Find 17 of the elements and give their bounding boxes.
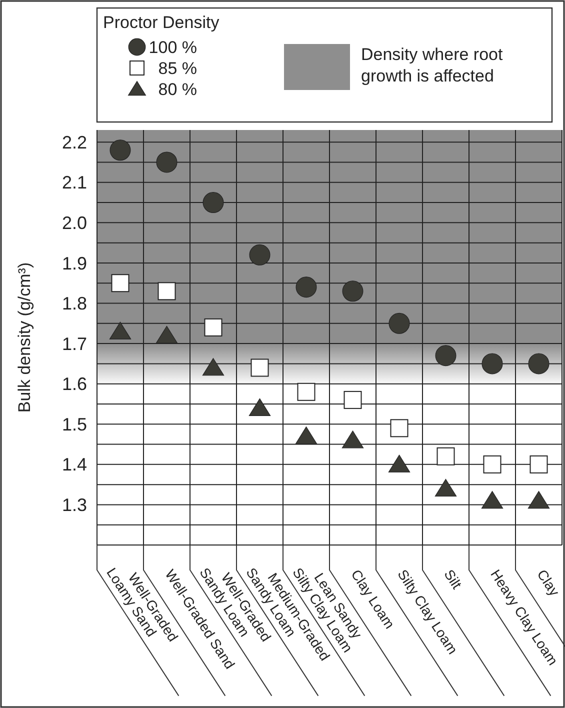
y-tick-label: 1.4 bbox=[62, 454, 87, 475]
legend-label: 85 % bbox=[158, 58, 197, 78]
legend-label: 80 % bbox=[158, 80, 197, 99]
legend-title: Proctor Density bbox=[103, 13, 220, 32]
y-tick-label: 2.0 bbox=[62, 212, 87, 233]
y-tick-label: 2.2 bbox=[62, 132, 87, 152]
y-tick-label: 2.1 bbox=[62, 172, 87, 193]
y-axis-title: Bulk density (g/cm³) bbox=[15, 262, 34, 413]
y-tick-label: 1.8 bbox=[62, 294, 87, 314]
y-tick-label: 1.7 bbox=[62, 334, 87, 354]
y-tick-label: 1.6 bbox=[62, 374, 87, 394]
y-tick-label: 1.3 bbox=[62, 495, 87, 516]
band-label: Density where root growth is affected bbox=[361, 45, 504, 86]
y-tick-label: 1.9 bbox=[62, 253, 87, 274]
x-tick-label: Silt bbox=[441, 566, 466, 592]
y-tick-label: 1.5 bbox=[62, 414, 87, 434]
legend-label: 100 % bbox=[148, 38, 197, 57]
